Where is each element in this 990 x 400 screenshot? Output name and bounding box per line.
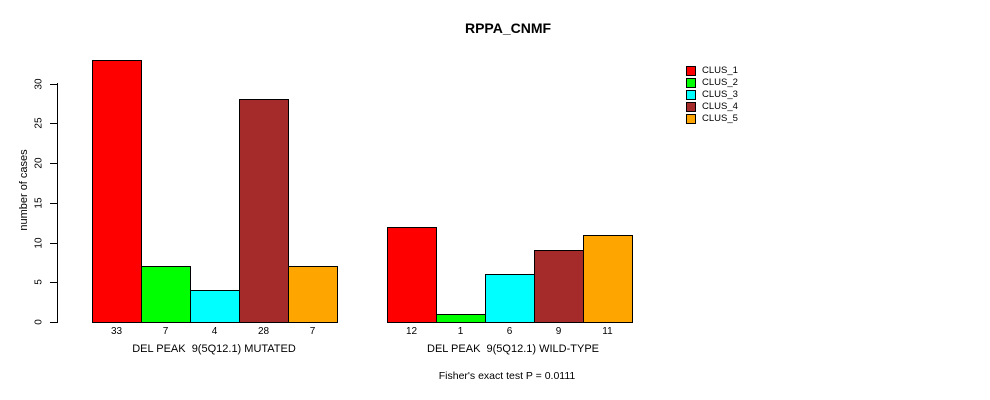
bar-clus_5-group1 bbox=[288, 266, 338, 323]
y-tick-label: 20 bbox=[33, 157, 45, 169]
y-tick-label: 10 bbox=[33, 237, 45, 249]
bar-clus_2-group2 bbox=[436, 314, 486, 323]
bar-value-label: 12 bbox=[405, 326, 418, 337]
legend-swatch bbox=[686, 66, 696, 76]
y-tick-label: 25 bbox=[33, 117, 45, 129]
bar-value-label: 28 bbox=[257, 326, 270, 337]
legend-swatch bbox=[686, 114, 696, 124]
legend-swatch bbox=[686, 102, 696, 112]
y-tick-label: 0 bbox=[33, 319, 45, 325]
legend-item-clus_4: CLUS_4 bbox=[686, 101, 738, 113]
bar-clus_1-group1 bbox=[92, 60, 142, 323]
bar-value-label: 7 bbox=[309, 326, 316, 337]
legend-item-clus_2: CLUS_2 bbox=[686, 77, 738, 89]
x-group-label-mutated: DEL PEAK 9(5Q12.1) MUTATED bbox=[132, 343, 296, 355]
fisher-test-annotation: Fisher's exact test P = 0.0111 bbox=[438, 370, 576, 382]
y-tick-label: 5 bbox=[33, 279, 45, 285]
y-axis-tick bbox=[50, 243, 58, 244]
bar-clus_5-group2 bbox=[583, 235, 633, 323]
y-axis-tick bbox=[50, 282, 58, 283]
y-axis-label: number of cases bbox=[18, 149, 30, 231]
bar-clus_4-group2 bbox=[534, 250, 584, 323]
bar-value-label: 7 bbox=[162, 326, 169, 337]
legend-label: CLUS_5 bbox=[702, 113, 738, 124]
bar-clus_3-group2 bbox=[485, 274, 535, 323]
legend-label: CLUS_4 bbox=[702, 101, 738, 112]
bar-clus_1-group2 bbox=[387, 227, 437, 323]
legend-swatch bbox=[686, 90, 696, 100]
y-tick-label: 15 bbox=[33, 197, 45, 209]
legend: CLUS_1 CLUS_2 CLUS_3 CLUS_4 CLUS_5 bbox=[686, 65, 738, 125]
legend-swatch bbox=[686, 78, 696, 88]
bar-value-label: 6 bbox=[506, 326, 513, 337]
bar-clus_4-group1 bbox=[239, 99, 289, 323]
bar-clus_3-group1 bbox=[190, 290, 240, 323]
y-axis-tick bbox=[50, 123, 58, 124]
legend-item-clus_5: CLUS_5 bbox=[686, 113, 738, 125]
bar-value-label: 1 bbox=[457, 326, 464, 337]
chart-title: RPPA_CNMF bbox=[464, 20, 552, 36]
legend-item-clus_1: CLUS_1 bbox=[686, 65, 738, 77]
y-tick-label: 30 bbox=[33, 78, 45, 90]
legend-label: CLUS_2 bbox=[702, 77, 738, 88]
bar-value-label: 4 bbox=[211, 326, 218, 337]
bar-value-label: 33 bbox=[110, 326, 123, 337]
legend-label: CLUS_3 bbox=[702, 89, 738, 100]
bar-value-label: 9 bbox=[555, 326, 562, 337]
legend-label: CLUS_1 bbox=[702, 65, 738, 76]
y-axis-tick bbox=[50, 322, 58, 323]
legend-item-clus_3: CLUS_3 bbox=[686, 89, 738, 101]
y-axis-tick bbox=[50, 84, 58, 85]
y-axis-tick bbox=[50, 203, 58, 204]
y-axis-tick bbox=[50, 163, 58, 164]
x-group-label-wildtype: DEL PEAK 9(5Q12.1) WILD-TYPE bbox=[427, 343, 599, 355]
bar-value-label: 11 bbox=[602, 326, 613, 337]
bar-clus_2-group1 bbox=[141, 266, 191, 323]
